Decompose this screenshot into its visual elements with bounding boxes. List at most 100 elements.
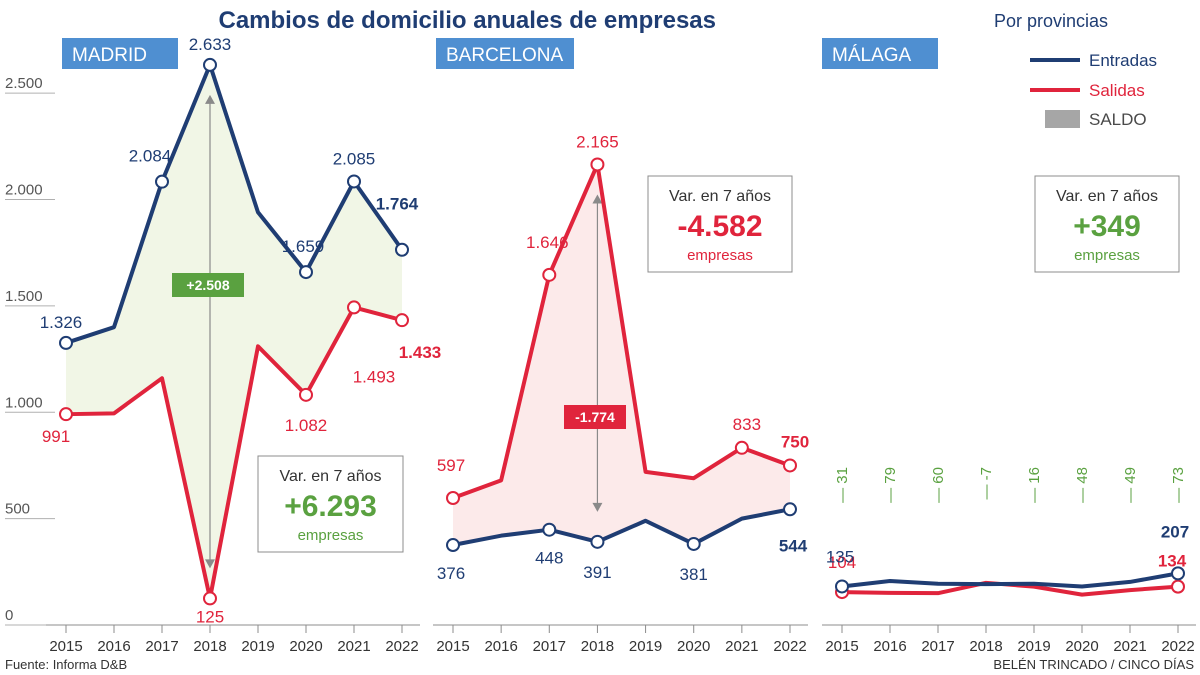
data-label: 833	[733, 415, 761, 434]
province-tag-label: MÁLAGA	[832, 45, 912, 66]
saldo-arrow-head	[592, 194, 603, 204]
annual-saldo-label: — 49	[1122, 467, 1139, 503]
annual-saldo-label: — 73	[1170, 467, 1187, 503]
annual-saldo-label: — -7	[978, 467, 995, 500]
data-label: 135	[826, 547, 854, 566]
saldo-badge-label: +2.508	[186, 277, 229, 293]
data-point	[1171, 579, 1185, 594]
data-label: 544	[779, 536, 808, 555]
province-tag-label: BARCELONA	[446, 45, 564, 66]
annual-saldo-label: — 31	[834, 467, 851, 503]
x-tick-label: 2017	[533, 638, 566, 655]
x-tick-label: 2019	[1017, 638, 1050, 655]
x-tick-label: 2017	[921, 638, 954, 655]
series-line-sal	[65, 305, 403, 601]
chart-title: Cambios de domicilio anuales de empresas	[218, 7, 716, 34]
province-tag	[822, 38, 938, 69]
series-line-ent	[65, 62, 404, 345]
variation-value: +349	[1073, 210, 1141, 243]
x-tick-label: 2018	[193, 638, 226, 655]
data-label: 2.165	[576, 132, 619, 151]
data-point	[395, 313, 409, 328]
saldo-badge-label: -1.774	[575, 409, 615, 425]
data-point	[59, 335, 73, 350]
data-label: 381	[680, 565, 708, 584]
data-point	[395, 242, 409, 257]
annual-saldo-label: — 48	[1074, 467, 1091, 503]
data-point	[590, 157, 605, 172]
legend: Entradas Salidas SALDO	[1030, 51, 1157, 129]
data-point	[835, 579, 849, 594]
legend-salidas-label: Salidas	[1089, 81, 1145, 100]
variation-value: +6.293	[284, 490, 377, 523]
data-label: 750	[781, 432, 809, 451]
province-tag	[62, 38, 178, 69]
y-tick-label: 2.000	[5, 182, 43, 199]
legend-saldo-swatch	[1045, 110, 1080, 128]
variation-box	[257, 455, 404, 553]
y-axis: 0 500 1.000 1.500 2.000 2.500	[5, 75, 55, 626]
data-label: 1.326	[40, 313, 83, 332]
series-line-ent	[841, 571, 1179, 589]
data-point	[347, 300, 361, 315]
y-tick-label: 2.500	[5, 75, 43, 92]
saldo-area	[66, 64, 402, 599]
x-tick-label: 2020	[1065, 638, 1098, 655]
annual-saldo-label: — 60	[930, 467, 947, 503]
data-label: 104	[828, 553, 856, 572]
province-tag	[436, 38, 574, 69]
data-point	[446, 538, 460, 553]
variation-value: -4.582	[677, 210, 762, 243]
x-tick-label: 2018	[581, 638, 614, 655]
data-point	[783, 502, 797, 517]
data-point	[203, 591, 217, 606]
data-point	[542, 522, 557, 537]
saldo-arrow-head	[592, 502, 603, 512]
source-note: Fuente: Informa D&B	[5, 657, 127, 672]
data-point	[1171, 566, 1185, 581]
panel-3: MÁLAGA 2015 2016 2017 2018 2019 2020 2021 2022 10…	[822, 38, 1196, 655]
data-point	[155, 174, 169, 189]
credit-note: BELÉN TRINCADO / CINCO DÍAS	[993, 657, 1194, 672]
data-point	[299, 265, 313, 280]
data-label: 1.659	[282, 237, 325, 256]
x-tick-label: 2019	[241, 638, 274, 655]
series-line-ent	[452, 507, 791, 547]
data-label: 1.646	[526, 233, 569, 252]
data-point	[590, 534, 605, 549]
panel-2: BARCELONA 2015 2016 2017 2018 2019 2020 2021 202…	[433, 38, 809, 655]
annual-saldo-label: — 79	[882, 467, 899, 503]
y-tick-label: 0	[5, 607, 13, 624]
saldo-arrow-head	[205, 94, 215, 104]
chart-subtitle: Por provincias	[994, 11, 1108, 31]
saldo-badge	[564, 405, 626, 429]
x-tick-label: 2022	[1161, 638, 1194, 655]
data-label: 448	[535, 549, 563, 568]
x-tick-label: 2015	[436, 638, 469, 655]
data-label: 2.085	[333, 149, 376, 168]
data-label: 376	[437, 564, 465, 583]
x-tick-label: 2020	[289, 638, 322, 655]
data-label: 1.493	[353, 367, 396, 386]
panel-1: MADRID 2015 2016 2017 2018 2019 2020 2021 2022 +2…	[40, 35, 442, 655]
x-tick-label: 2022	[773, 638, 806, 655]
data-label: 1.764	[376, 195, 419, 214]
y-tick-label: 500	[5, 501, 30, 518]
x-tick-label: 2018	[969, 638, 1002, 655]
data-label: 391	[583, 563, 611, 582]
x-tick-label: 2017	[145, 638, 178, 655]
data-label: 207	[1161, 522, 1189, 541]
data-point	[542, 267, 557, 282]
data-label: 2.633	[189, 35, 232, 54]
x-tick-label: 2021	[337, 638, 370, 655]
saldo-area	[453, 164, 790, 546]
annual-saldo-label: — 16	[1026, 467, 1043, 503]
data-label: 134	[1158, 552, 1187, 571]
y-tick-label: 1.000	[5, 394, 43, 411]
data-point	[299, 387, 313, 402]
y-tick-label: 1.500	[5, 288, 43, 305]
x-tick-label: 2021	[725, 638, 758, 655]
variation-title: Var. en 7 años	[280, 468, 382, 485]
variation-unit: empresas	[1074, 247, 1140, 264]
